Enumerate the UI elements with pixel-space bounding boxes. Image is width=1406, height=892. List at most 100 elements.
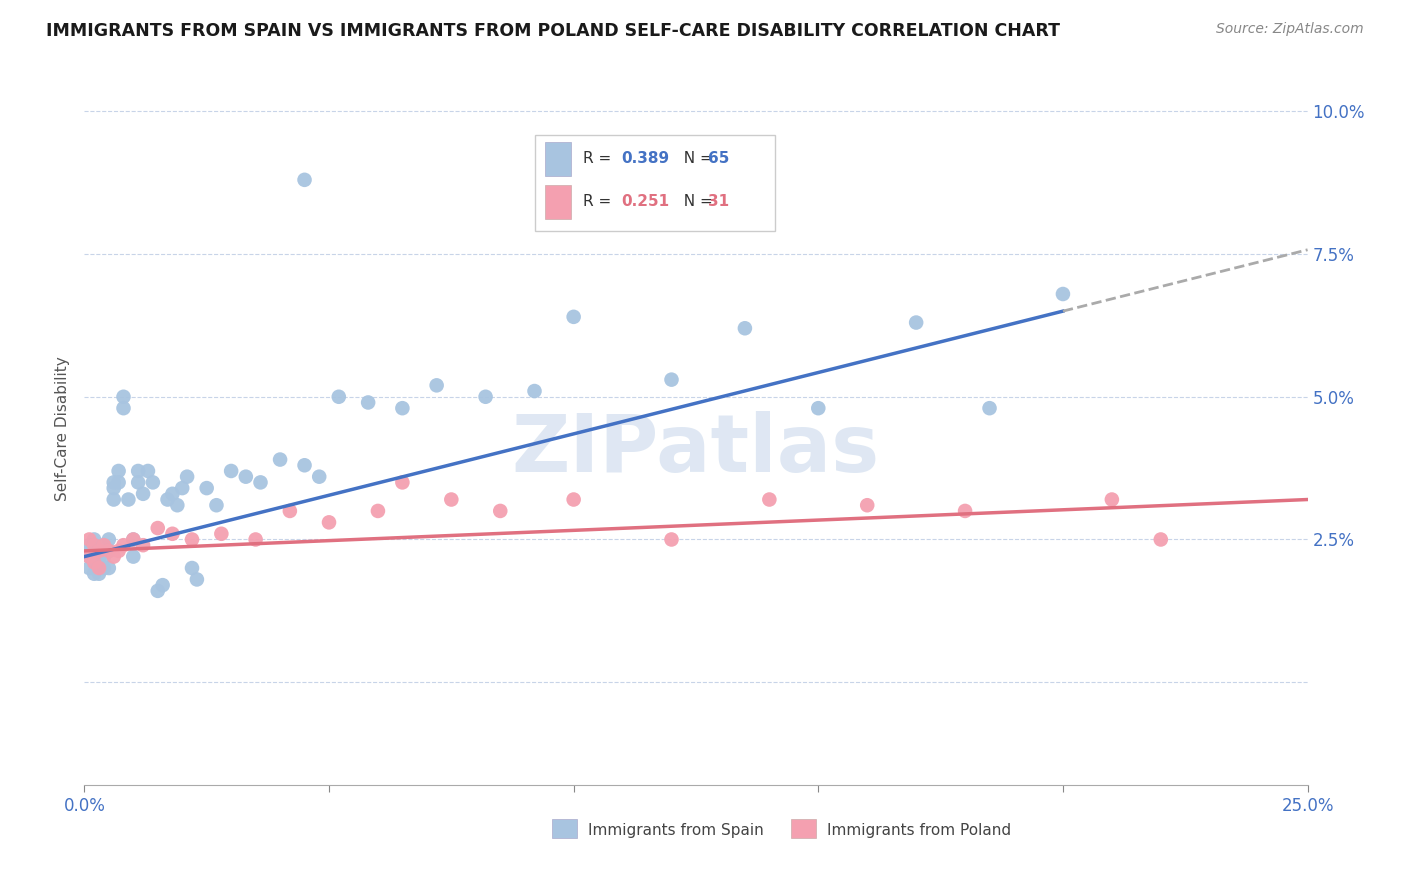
Point — [103, 549, 125, 564]
Point — [107, 475, 129, 490]
Text: IMMIGRANTS FROM SPAIN VS IMMIGRANTS FROM POLAND SELF-CARE DISABILITY CORRELATION: IMMIGRANTS FROM SPAIN VS IMMIGRANTS FROM… — [46, 22, 1060, 40]
Point — [172, 481, 194, 495]
Point — [87, 544, 110, 558]
Point — [661, 373, 683, 387]
Point — [112, 538, 135, 552]
Point — [181, 533, 204, 547]
Text: 0.251: 0.251 — [621, 194, 669, 209]
Point — [162, 487, 184, 501]
Point — [523, 384, 546, 398]
Point — [97, 544, 120, 558]
Point — [489, 504, 512, 518]
Point — [93, 561, 115, 575]
Point — [107, 544, 129, 558]
Point — [205, 498, 228, 512]
Point — [249, 475, 271, 490]
Point — [97, 533, 120, 547]
Point — [176, 469, 198, 483]
Point — [83, 533, 105, 547]
Point — [166, 498, 188, 512]
Point — [156, 492, 179, 507]
Point — [1101, 492, 1123, 507]
Point — [734, 321, 756, 335]
Text: R =: R = — [583, 194, 616, 209]
Point — [856, 498, 879, 512]
Point — [117, 492, 139, 507]
Point — [122, 549, 145, 564]
Text: Source: ZipAtlas.com: Source: ZipAtlas.com — [1216, 22, 1364, 37]
Point — [308, 469, 330, 483]
Point — [195, 481, 218, 495]
Text: 65: 65 — [709, 151, 730, 166]
Point — [1052, 287, 1074, 301]
Y-axis label: Self-Care Disability: Self-Care Disability — [55, 356, 70, 500]
Text: ZIPatlas: ZIPatlas — [512, 410, 880, 489]
Point — [83, 555, 105, 569]
Point — [278, 504, 301, 518]
Point — [328, 390, 350, 404]
Point — [77, 561, 100, 575]
Point — [97, 544, 120, 558]
Point — [127, 475, 149, 490]
Point — [132, 487, 155, 501]
Text: R =: R = — [583, 151, 616, 166]
Point — [83, 538, 105, 552]
Point — [122, 533, 145, 547]
Point — [1150, 533, 1173, 547]
Point — [83, 538, 105, 552]
Point — [93, 538, 115, 552]
Point — [112, 401, 135, 416]
Point — [112, 390, 135, 404]
Point — [209, 526, 232, 541]
Point — [391, 401, 413, 416]
Point — [294, 458, 316, 473]
Point — [103, 492, 125, 507]
Point — [357, 395, 380, 409]
Point — [83, 566, 105, 581]
Point — [181, 561, 204, 575]
Point — [186, 573, 208, 587]
Point — [440, 492, 463, 507]
Point — [562, 310, 585, 324]
Point — [807, 401, 830, 416]
Point — [953, 504, 976, 518]
Point — [269, 452, 291, 467]
Point — [162, 526, 184, 541]
Point — [367, 504, 389, 518]
Point — [318, 516, 340, 530]
Point — [758, 492, 780, 507]
Point — [87, 566, 110, 581]
Point — [93, 549, 115, 564]
Point — [127, 464, 149, 478]
Point — [97, 561, 120, 575]
Point — [146, 583, 169, 598]
Point — [77, 533, 100, 547]
Text: N =: N = — [675, 194, 718, 209]
Point — [562, 492, 585, 507]
Point — [103, 481, 125, 495]
Text: 31: 31 — [709, 194, 730, 209]
Point — [905, 316, 928, 330]
Point — [93, 538, 115, 552]
Point — [245, 533, 267, 547]
Point — [87, 549, 110, 564]
Point — [979, 401, 1001, 416]
Point — [87, 555, 110, 569]
Point — [391, 475, 413, 490]
Point — [235, 469, 257, 483]
Point — [142, 475, 165, 490]
Point — [83, 549, 105, 564]
Point — [136, 464, 159, 478]
Point — [107, 464, 129, 478]
Point — [294, 173, 316, 187]
Point — [87, 561, 110, 575]
Point — [77, 538, 100, 552]
Text: Immigrants from Poland: Immigrants from Poland — [827, 822, 1011, 838]
Point — [77, 549, 100, 564]
Point — [122, 533, 145, 547]
Point — [77, 544, 100, 558]
Point — [426, 378, 449, 392]
Text: Immigrants from Spain: Immigrants from Spain — [588, 822, 765, 838]
Point — [77, 549, 100, 564]
Point — [219, 464, 242, 478]
